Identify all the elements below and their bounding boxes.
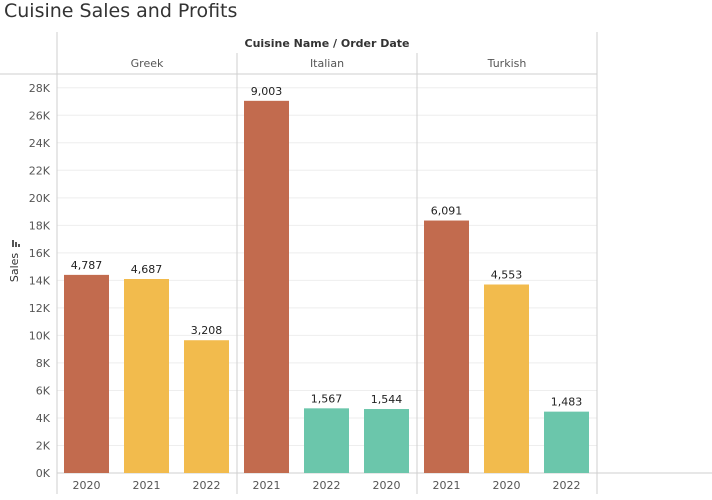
sort-icon [15,242,17,247]
x-tick-label: 2022 [193,479,221,492]
y-tick-label: 8K [36,357,51,370]
chart-title: Cuisine Sales and Profits [4,0,238,22]
bar [424,220,469,473]
x-tick-label: 2021 [433,479,461,492]
bar [64,274,109,473]
column-header: Cuisine Name / Order Date [245,37,410,50]
bar [244,100,289,473]
y-tick-label: 22K [29,164,51,177]
y-axis-label: Sales [8,253,21,283]
data-label: 1,567 [311,392,343,405]
y-tick-label: 24K [29,137,51,150]
data-label: 4,553 [491,269,523,282]
bar [484,284,529,473]
data-label: 1,483 [551,396,583,409]
x-tick-label: 2020 [493,479,521,492]
bar [304,408,349,473]
bar [364,409,409,473]
bar [184,340,229,473]
bar [544,411,589,473]
x-tick-label: 2020 [373,479,401,492]
y-tick-label: 26K [29,109,51,122]
y-tick-label: 10K [29,329,51,342]
sort-icon [12,240,14,247]
data-label: 4,787 [71,259,103,272]
y-tick-label: 0K [36,467,51,480]
y-tick-label: 18K [29,219,51,232]
y-tick-label: 4K [36,412,51,425]
y-tick-label: 6K [36,384,51,397]
panel-label-italian: Italian [310,57,344,70]
sort-icon [18,244,20,247]
x-tick-label: 2022 [313,479,341,492]
y-tick-label: 14K [29,274,51,287]
data-label: 6,091 [431,205,463,218]
x-tick-label: 2022 [553,479,581,492]
data-label: 4,687 [131,263,163,276]
bar [124,279,169,473]
y-tick-label: 28K [29,82,51,95]
panel-label-turkish: Turkish [487,57,527,70]
y-tick-label: 20K [29,192,51,205]
panel-label-greek: Greek [131,57,164,70]
y-tick-label: 12K [29,302,51,315]
data-label: 1,544 [371,393,403,406]
data-label: 9,003 [251,85,283,98]
data-label: 3,208 [191,324,223,337]
x-tick-label: 2021 [133,479,161,492]
y-tick-label: 16K [29,247,51,260]
x-tick-label: 2020 [73,479,101,492]
y-tick-label: 2K [36,439,51,452]
x-tick-label: 2021 [253,479,281,492]
